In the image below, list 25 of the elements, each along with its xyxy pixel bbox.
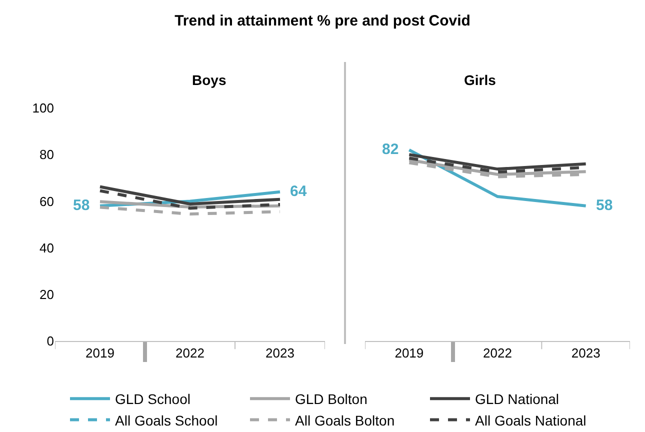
chart-title: Girls	[464, 72, 496, 88]
data-label: 64	[290, 183, 308, 200]
data-label: 82	[382, 141, 399, 158]
y-tick-label: 20	[40, 286, 54, 302]
legend-label: All Goals National	[475, 412, 586, 428]
x-tick-label: 2022	[483, 346, 512, 361]
x-tick-label: 2022	[176, 346, 204, 361]
legend-label: GLD National	[475, 391, 560, 408]
x-tick-label: 2019	[394, 346, 424, 361]
chart-title: Boys	[192, 72, 226, 88]
x-tick-label: 2023	[571, 346, 600, 361]
legend-label: GLD School	[115, 391, 190, 408]
y-tick-label: 100	[32, 100, 54, 116]
legend-label: GLD Bolton	[295, 391, 368, 408]
x-tick-label: 2019	[86, 346, 114, 361]
y-tick-label: 80	[40, 147, 54, 162]
text: Trend in attainment % pre and post Covid	[174, 12, 470, 30]
y-tick-label: 0	[46, 334, 54, 349]
legend-label: All Goals School	[115, 412, 218, 428]
data-label: 58	[73, 197, 90, 214]
x-tick-label: 2023	[266, 346, 294, 361]
y-tick-label: 60	[40, 194, 54, 209]
data-label: 58	[596, 197, 613, 214]
legend-label: All Goals Bolton	[295, 412, 395, 428]
y-tick-label: 40	[40, 240, 54, 256]
